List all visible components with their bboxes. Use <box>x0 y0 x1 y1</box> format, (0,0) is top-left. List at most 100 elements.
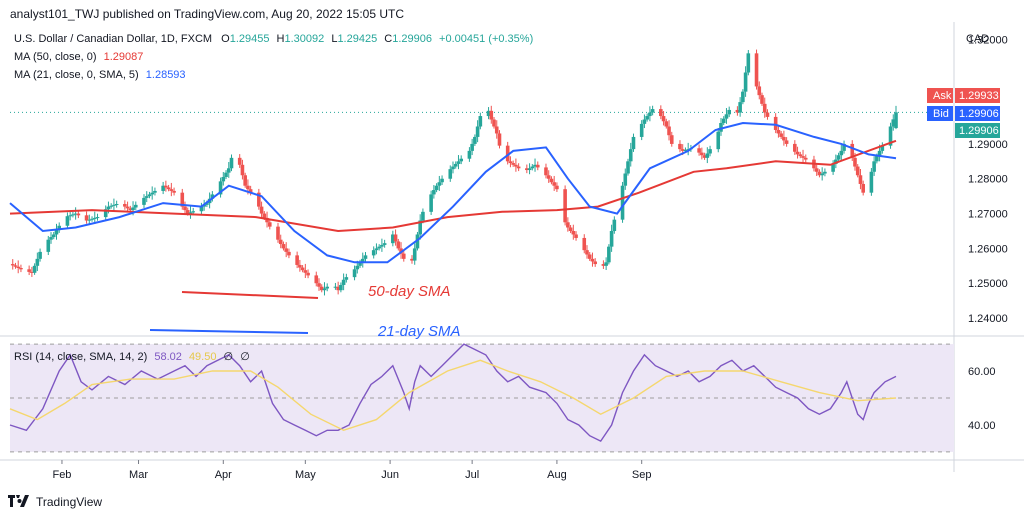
candle-body <box>620 185 625 220</box>
candle-body <box>246 185 250 190</box>
candle-body <box>421 211 425 221</box>
time-tick-label: Jul <box>465 469 479 481</box>
bid-value: 1.29906 <box>959 108 999 120</box>
candle-body <box>678 143 682 150</box>
candle-body <box>262 213 267 218</box>
ask-label: Ask <box>933 90 952 102</box>
candle-body <box>525 168 529 171</box>
sma50-annotation[interactable]: 50-day SMA <box>368 283 451 300</box>
rsi-axis-ticks[interactable]: 60.00 40.00 <box>968 366 996 432</box>
rsi-tick-label: 60.00 <box>968 366 996 378</box>
sma21-annotation[interactable]: 21-day SMA <box>377 323 461 340</box>
candle-body <box>574 234 578 238</box>
candle-body <box>144 196 149 198</box>
rsi-legend-extra1: ∅ <box>224 351 234 363</box>
legend-l-label: L <box>331 33 337 45</box>
price-pane <box>0 22 954 332</box>
candle-body <box>166 187 171 190</box>
candle-body <box>133 204 138 208</box>
candle-body <box>333 286 338 288</box>
chart-svg[interactable]: 50-day SMA 21-day SMA U.S. Dollar / Cana… <box>0 22 1024 492</box>
price-tick-label: 1.25000 <box>968 278 1008 290</box>
candle-body <box>265 217 269 223</box>
candle-body <box>855 166 860 176</box>
candle-body <box>762 103 767 113</box>
candle-body <box>492 119 496 127</box>
candle-body <box>505 145 510 162</box>
candle-body <box>776 129 781 134</box>
candle-body <box>199 206 204 212</box>
sma21-trendline[interactable] <box>149 329 309 334</box>
candle-body <box>336 286 340 291</box>
candles-group <box>10 49 898 296</box>
time-axis-ticks[interactable]: Feb Mar Apr May Jun Jul Aug Sep <box>52 460 651 481</box>
candle-body <box>533 164 537 167</box>
candle-body <box>161 185 165 191</box>
candle-body <box>240 164 245 176</box>
candle-body <box>109 205 113 207</box>
candle-body <box>872 161 876 172</box>
candle-body <box>30 271 34 273</box>
legend-row-ma50: MA (50, close, 0) 1.29087 <box>14 51 143 63</box>
candle-body <box>566 222 570 228</box>
candle-body <box>360 258 365 263</box>
candle-body <box>842 143 846 151</box>
candle-body <box>185 210 190 214</box>
candle-body <box>765 112 770 117</box>
candle-body <box>664 121 669 127</box>
candle-body <box>669 135 674 144</box>
candle-body <box>571 230 576 235</box>
candle-body <box>782 136 786 141</box>
legend-c: 1.29906 <box>392 33 432 45</box>
time-tick-label: Mar <box>129 469 148 481</box>
candle-body <box>743 72 748 92</box>
publish-header: analyst101_TWJ published on TradingView.… <box>10 7 405 21</box>
candle-body <box>106 206 111 210</box>
candle-body <box>49 237 53 240</box>
rsi-legend-label: RSI (14, close, SMA, 14, 2) <box>14 351 147 363</box>
candle-body <box>164 185 168 188</box>
candle-body <box>686 149 690 151</box>
candle-body <box>410 258 414 261</box>
candle-body <box>218 181 223 195</box>
candle-body <box>719 123 723 132</box>
candle-body <box>54 230 59 235</box>
candle-body <box>437 182 442 186</box>
candle-body <box>820 173 824 176</box>
rsi-legend-extra2: ∅ <box>240 351 250 363</box>
candle-body <box>380 244 384 247</box>
candle-body <box>494 126 499 134</box>
sma50-trendline[interactable] <box>181 291 319 299</box>
candle-body <box>880 145 885 151</box>
candle-body <box>708 149 712 154</box>
candle-body <box>626 161 630 174</box>
candle-body <box>894 112 898 129</box>
candle-body <box>623 173 628 186</box>
ask-tag: Ask 1.29933 <box>927 88 1000 103</box>
candle-body <box>869 171 874 193</box>
price-axis-ticks[interactable]: 1.32000 1.29000 1.28000 1.27000 1.26000 1.250… <box>968 34 1008 325</box>
candle-body <box>128 208 133 211</box>
candle-body <box>549 178 554 183</box>
legend-row-ma21: MA (21, close, 0, SMA, 5) 1.28593 <box>14 69 186 81</box>
candle-body <box>205 203 209 205</box>
candle-body <box>180 192 185 207</box>
legend-symbol: U.S. Dollar / Canadian Dollar, 1D, FXCM <box>14 33 212 45</box>
candle-body <box>563 189 567 223</box>
candle-body <box>317 283 321 287</box>
candle-body <box>267 222 272 227</box>
legend-l: 1.29425 <box>337 33 377 45</box>
candle-body <box>631 136 636 150</box>
candle-body <box>73 213 78 215</box>
candle-body <box>773 116 778 130</box>
candle-body <box>188 212 193 214</box>
price-tick-label: 1.24000 <box>968 313 1008 325</box>
legend-row-1: U.S. Dollar / Canadian Dollar, 1D, FXCM … <box>14 33 533 45</box>
chart-area[interactable]: 50-day SMA 21-day SMA U.S. Dollar / Cana… <box>0 22 1024 492</box>
candle-body <box>721 118 726 124</box>
candle-body <box>278 239 283 245</box>
legend-h-label: H <box>277 33 285 45</box>
candle-body <box>546 175 551 179</box>
candle-body <box>355 265 360 270</box>
candle-body <box>284 248 288 252</box>
